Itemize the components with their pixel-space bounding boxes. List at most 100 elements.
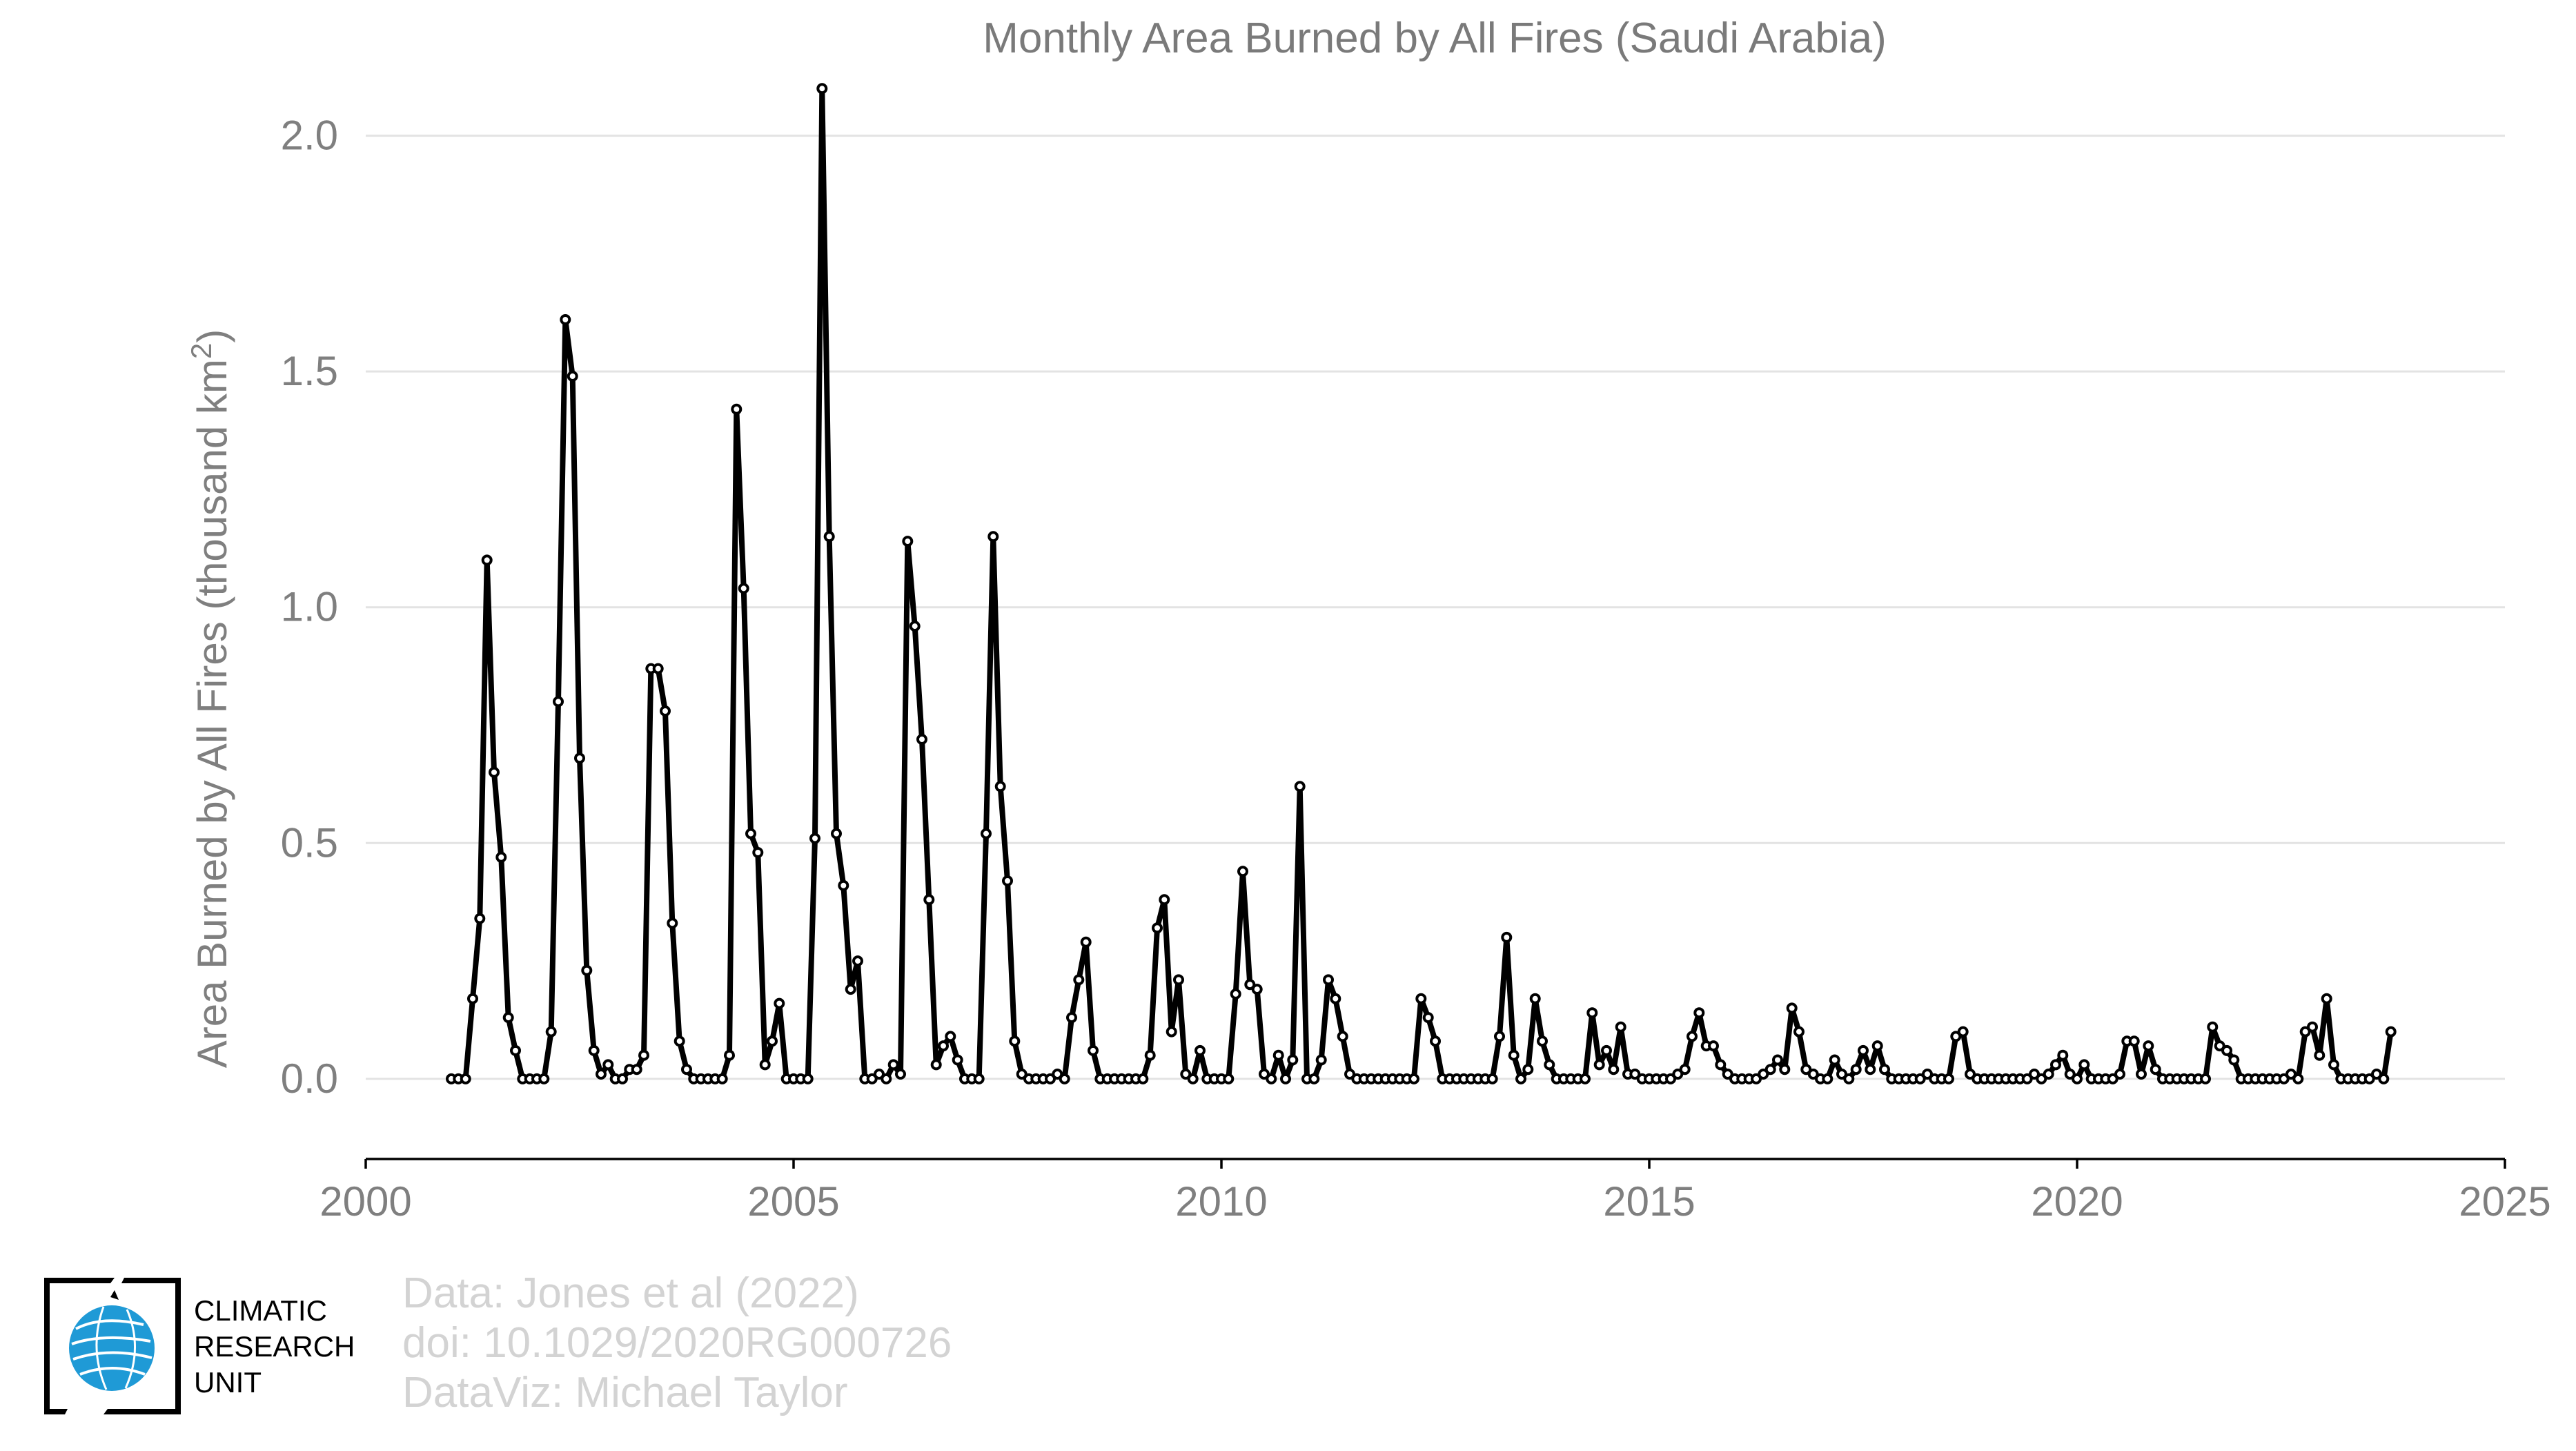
data-point — [1950, 1031, 1962, 1042]
data-point — [2307, 1021, 2318, 1033]
data-point — [1016, 1069, 1028, 1080]
data-point — [2136, 1069, 2147, 1080]
data-point — [1965, 1069, 1976, 1080]
data-point — [1294, 781, 1306, 792]
data-point — [460, 1073, 471, 1084]
data-point — [1308, 1073, 1320, 1084]
data-point — [553, 696, 564, 708]
data-point — [2363, 1073, 2375, 1084]
data-point — [617, 1073, 628, 1084]
data-point — [1180, 1069, 1192, 1080]
data-point — [930, 1059, 942, 1071]
data-point — [716, 1073, 728, 1084]
data-point — [1194, 1044, 1206, 1056]
data-point — [652, 663, 664, 674]
y-tick-label: 0.0 — [281, 1055, 338, 1102]
data-point — [1009, 1035, 1021, 1047]
data-point — [938, 1040, 949, 1052]
data-point — [1073, 974, 1085, 986]
data-point — [1088, 1044, 1099, 1056]
x-tick-label: 2000 — [319, 1178, 411, 1225]
data-point — [2114, 1069, 2125, 1080]
data-point — [602, 1059, 614, 1071]
data-point — [2029, 1069, 2040, 1080]
data-point — [994, 781, 1006, 792]
data-point — [845, 984, 856, 995]
x-tick-label: 2010 — [1175, 1178, 1267, 1225]
data-point — [1693, 1007, 1705, 1019]
data-point — [1879, 1064, 1890, 1075]
data-point — [1287, 1054, 1299, 1066]
data-point — [1059, 1073, 1070, 1084]
data-point — [1793, 1026, 1805, 1038]
data-point — [1166, 1026, 1177, 1038]
data-point — [802, 1073, 814, 1084]
data-point — [923, 894, 935, 906]
data-point — [474, 913, 486, 924]
data-point — [1230, 988, 1241, 1000]
chart-title: Monthly Area Burned by All Fires (Saudi … — [983, 14, 1887, 62]
data-point — [1159, 894, 1170, 906]
y-tick-label: 1.0 — [281, 584, 338, 630]
logo-line-3: UNIT — [194, 1366, 262, 1399]
data-point — [1223, 1073, 1235, 1084]
data-point — [2228, 1054, 2240, 1066]
data-point — [1337, 1031, 1348, 1042]
data-point — [1430, 1035, 1441, 1047]
data-point — [1672, 1069, 1684, 1080]
data-point — [1315, 1054, 1327, 1066]
data-point — [2150, 1064, 2161, 1075]
data-point — [1687, 1031, 1698, 1042]
data-point — [1957, 1026, 1969, 1038]
data-point — [667, 917, 678, 929]
data-point — [1943, 1073, 1954, 1084]
data-point — [467, 993, 478, 1004]
data-point — [2207, 1021, 2219, 1033]
data-point — [895, 1069, 906, 1080]
data-point — [495, 851, 507, 863]
data-point — [852, 955, 863, 967]
data-point — [588, 1044, 600, 1056]
data-point — [1708, 1040, 1719, 1052]
data-point — [916, 734, 927, 745]
credits: Data: Jones et al (2022) doi: 10.1029/20… — [402, 1269, 952, 1418]
credit-dataviz: DataViz: Michael Taylor — [402, 1369, 848, 1416]
data-point — [596, 1069, 607, 1080]
logo-text: CLIMATIC RESEARCH UNIT — [194, 1293, 355, 1401]
data-point — [1593, 1059, 1605, 1071]
data-point — [2043, 1069, 2054, 1080]
data-point — [1629, 1069, 1641, 1080]
data-point — [1843, 1073, 1855, 1084]
data-point — [1537, 1035, 1548, 1047]
data-point — [752, 847, 764, 858]
data-point — [2385, 1026, 2397, 1038]
data-point — [1580, 1073, 1591, 1084]
data-point — [1751, 1073, 1762, 1084]
y-axis-label-sup: 2 — [185, 343, 217, 359]
data-point — [1665, 1073, 1676, 1084]
data-point — [1259, 1069, 1270, 1080]
data-point — [1173, 974, 1184, 986]
y-axis-label-end: ) — [189, 329, 235, 343]
data-point — [1422, 1012, 1434, 1024]
data-point — [1080, 936, 1092, 948]
data-point — [1758, 1069, 1769, 1080]
globe-icon — [69, 1290, 155, 1391]
data-point — [1865, 1064, 1876, 1075]
data-point — [2321, 993, 2332, 1004]
data-point — [745, 828, 756, 839]
data-point — [1515, 1073, 1526, 1084]
data-point — [738, 583, 749, 594]
data-point — [2078, 1059, 2090, 1071]
x-tick-label: 2005 — [747, 1178, 839, 1225]
grid-lines — [366, 135, 2505, 1080]
data-point — [2221, 1044, 2232, 1056]
data-point — [2128, 1035, 2140, 1047]
data-point — [731, 403, 743, 415]
y-tick-label: 2.0 — [281, 113, 338, 159]
data-point — [816, 83, 828, 95]
data-point — [1836, 1069, 1847, 1080]
data-point — [945, 1031, 956, 1042]
data-point — [1237, 866, 1248, 877]
data-point — [681, 1064, 692, 1075]
